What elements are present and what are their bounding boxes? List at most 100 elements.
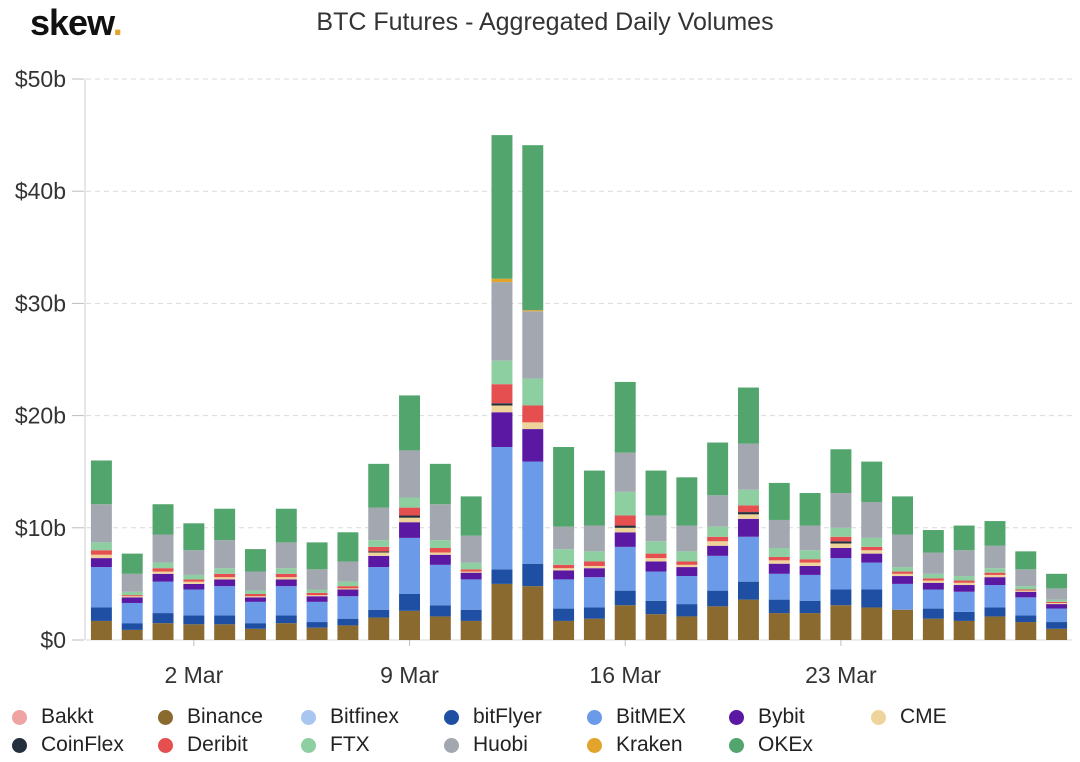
legend-label: Deribit	[187, 733, 248, 756]
bar-segment-cme	[892, 573, 914, 577]
bar-segment-bitmex	[830, 558, 852, 590]
legend-item-kraken[interactable]: Kraken	[587, 731, 683, 759]
legend-label: Kraken	[616, 733, 683, 756]
bar-segment-bitflyer	[830, 589, 852, 606]
legend-item-binance[interactable]: Binance	[158, 703, 263, 731]
bar-segment-binance	[583, 618, 605, 640]
bar-segment-okex	[830, 449, 852, 494]
bar-segment-bybit	[1015, 591, 1037, 598]
bar-segment-huobi	[491, 282, 513, 361]
legend-swatch	[871, 709, 886, 725]
bar-segment-bybit	[707, 545, 729, 556]
bar-segment-huobi	[306, 569, 328, 590]
legend-item-cme[interactable]: CME	[871, 703, 947, 731]
legend-item-bitmex[interactable]: BitMEX	[587, 703, 686, 731]
legend-item-okex[interactable]: OKEx	[729, 731, 813, 759]
bar-segment-bitflyer	[861, 589, 883, 608]
bar-segment-bitflyer	[645, 600, 667, 615]
bar-segment-deribit	[399, 507, 421, 516]
bar-segment-binance	[861, 607, 883, 640]
legend-item-coinflex[interactable]: CoinFlex	[12, 731, 124, 759]
bar-segment-bybit	[861, 553, 883, 563]
bar-segment-bitflyer	[306, 622, 328, 628]
legend-label: Huobi	[473, 733, 528, 756]
bar-segment-huobi	[244, 571, 266, 591]
bar-segment-bybit	[953, 585, 975, 592]
legend-item-bybit[interactable]: Bybit	[729, 703, 805, 731]
bar-segment-okex	[707, 442, 729, 496]
bar-segment-cme	[491, 405, 513, 413]
bar-segment-binance	[984, 616, 1006, 640]
bar-segment-ftx	[707, 526, 729, 537]
bar-segment-bitflyer	[922, 608, 944, 619]
bar-segment-binance	[306, 627, 328, 640]
bar-segment-huobi	[953, 550, 975, 577]
bar-segment-cme	[306, 595, 328, 597]
bar-segment-binance	[214, 624, 236, 640]
bar-segment-deribit	[768, 556, 790, 561]
bar-segment-bitflyer	[214, 615, 236, 625]
bar-segment-bitmex	[399, 537, 421, 594]
bar-segment-bitflyer	[491, 569, 513, 584]
bar-segment-ftx	[522, 378, 544, 406]
bar-segment-bybit	[583, 568, 605, 578]
bar-segment-coinflex	[491, 403, 513, 406]
bar-segment-huobi	[1046, 588, 1068, 600]
bar-segment-cme	[861, 550, 883, 554]
bar-segment-ftx	[306, 589, 328, 593]
bar-segment-binance	[522, 586, 544, 640]
brand-logo: skew.	[30, 2, 123, 44]
bar-segment-okex	[953, 525, 975, 551]
bar-segment-okex	[922, 530, 944, 553]
bar-segment-okex	[152, 504, 174, 535]
bar-segment-deribit	[614, 515, 636, 526]
bar-segment-bitflyer	[244, 623, 266, 629]
bar-segment-binance	[953, 620, 975, 640]
legend-swatch	[12, 709, 27, 725]
bar-segment-huobi	[152, 534, 174, 563]
bar-segment-binance	[121, 629, 143, 640]
legend-item-bitfinex[interactable]: Bitfinex	[301, 703, 399, 731]
bar-segment-huobi	[861, 501, 883, 538]
bar-segment-bitmex	[645, 571, 667, 601]
legend-item-bakkt[interactable]: Bakkt	[12, 703, 94, 731]
legend-swatch	[729, 709, 744, 725]
legend-item-ftx[interactable]: FTX	[301, 731, 370, 759]
bar-segment-huobi	[645, 515, 667, 542]
bar-segment-cme	[183, 581, 205, 584]
bar-segment-bybit	[522, 429, 544, 462]
legend-item-bitflyer[interactable]: bitFlyer	[444, 703, 542, 731]
bar-segment-bitmex	[460, 579, 482, 610]
bar-segment-bitmex	[275, 586, 297, 616]
bar-segment-binance	[737, 599, 759, 640]
y-tick-label: $20b	[15, 403, 66, 429]
bar-segment-ftx	[953, 576, 975, 581]
bar-segment-bitmex	[553, 579, 575, 609]
bar-segment-deribit	[522, 405, 544, 423]
bar-segment-okex	[491, 135, 513, 279]
bar-segment-bitmex	[737, 536, 759, 582]
bar-segment-bybit	[429, 554, 451, 565]
bar-segment-okex	[90, 460, 112, 505]
bar-segment-bitmex	[922, 589, 944, 609]
bar-segment-ftx	[337, 581, 359, 587]
bar-segment-deribit	[645, 553, 667, 559]
bar-segment-ftx	[429, 540, 451, 548]
legend-swatch	[587, 737, 602, 753]
bar-segment-okex	[368, 463, 390, 508]
bar-segment-bitflyer	[614, 590, 636, 606]
bar-segment-cme	[337, 588, 359, 590]
bar-segment-cme	[583, 565, 605, 569]
bar-segment-deribit	[676, 561, 698, 565]
bar-segment-ftx	[861, 537, 883, 547]
bar-segment-bitmex	[90, 567, 112, 608]
bar-segment-binance	[183, 624, 205, 640]
legend-item-deribit[interactable]: Deribit	[158, 731, 248, 759]
bar-segment-ftx	[214, 568, 236, 574]
legend-item-huobi[interactable]: Huobi	[444, 731, 528, 759]
chart-title: BTC Futures - Aggregated Daily Volumes	[316, 8, 774, 36]
bar-segment-okex	[214, 508, 236, 541]
bar-segment-bybit	[614, 532, 636, 547]
bar-segment-okex	[306, 542, 328, 570]
bar-segment-okex	[1015, 551, 1037, 570]
